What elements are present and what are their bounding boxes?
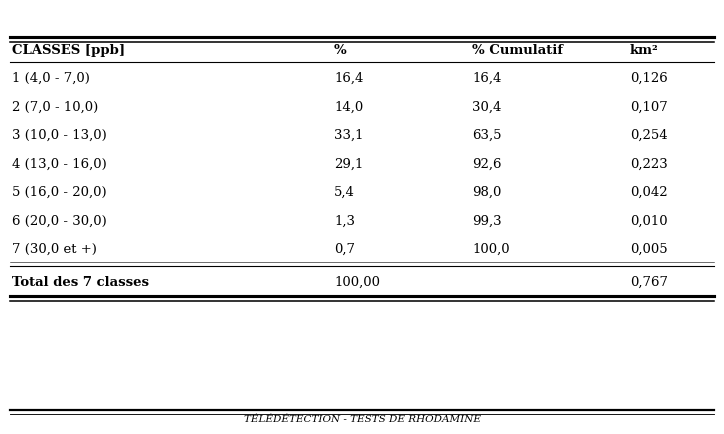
Text: 98,0: 98,0: [472, 186, 502, 199]
Text: 92,6: 92,6: [472, 158, 502, 171]
Text: 0,126: 0,126: [630, 72, 668, 85]
Text: 30,4: 30,4: [472, 100, 502, 113]
Text: 14,0: 14,0: [334, 100, 363, 113]
Text: 100,0: 100,0: [472, 243, 510, 256]
Text: 100,00: 100,00: [334, 276, 380, 289]
Text: 0,042: 0,042: [630, 186, 668, 199]
Text: % Cumulatif: % Cumulatif: [472, 44, 563, 57]
Text: 0,010: 0,010: [630, 215, 668, 228]
Text: 0,005: 0,005: [630, 243, 668, 256]
Text: 5,4: 5,4: [334, 186, 355, 199]
Text: %: %: [334, 44, 347, 57]
Text: 63,5: 63,5: [472, 129, 502, 142]
Text: 3 (10,0 - 13,0): 3 (10,0 - 13,0): [12, 129, 106, 142]
Text: 29,1: 29,1: [334, 158, 363, 171]
Text: 5 (16,0 - 20,0): 5 (16,0 - 20,0): [12, 186, 106, 199]
Text: CLASSES [ppb]: CLASSES [ppb]: [12, 44, 125, 57]
Text: 0,7: 0,7: [334, 243, 355, 256]
Text: 0,767: 0,767: [630, 276, 668, 289]
Text: 4 (13,0 - 16,0): 4 (13,0 - 16,0): [12, 158, 106, 171]
Text: 7 (30,0 et +): 7 (30,0 et +): [12, 243, 97, 256]
Text: 33,1: 33,1: [334, 129, 363, 142]
Text: 2 (7,0 - 10,0): 2 (7,0 - 10,0): [12, 100, 98, 113]
Text: km²: km²: [630, 44, 659, 57]
Text: 0,254: 0,254: [630, 129, 668, 142]
Text: 1,3: 1,3: [334, 215, 355, 228]
Text: 6 (20,0 - 30,0): 6 (20,0 - 30,0): [12, 215, 106, 228]
Text: Total des 7 classes: Total des 7 classes: [12, 276, 149, 289]
Text: 16,4: 16,4: [472, 72, 502, 85]
Text: 0,223: 0,223: [630, 158, 668, 171]
Text: 0,107: 0,107: [630, 100, 668, 113]
Text: 16,4: 16,4: [334, 72, 363, 85]
Text: TÉLÉDÉTECTION - TESTS DE RHODAMINE: TÉLÉDÉTECTION - TESTS DE RHODAMINE: [243, 415, 481, 424]
Text: 1 (4,0 - 7,0): 1 (4,0 - 7,0): [12, 72, 90, 85]
Text: 99,3: 99,3: [472, 215, 502, 228]
